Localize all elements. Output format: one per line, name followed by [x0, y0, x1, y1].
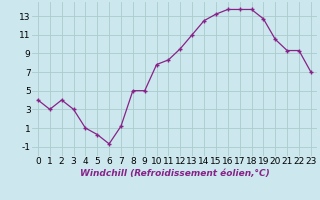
X-axis label: Windchill (Refroidissement éolien,°C): Windchill (Refroidissement éolien,°C)	[80, 169, 269, 178]
